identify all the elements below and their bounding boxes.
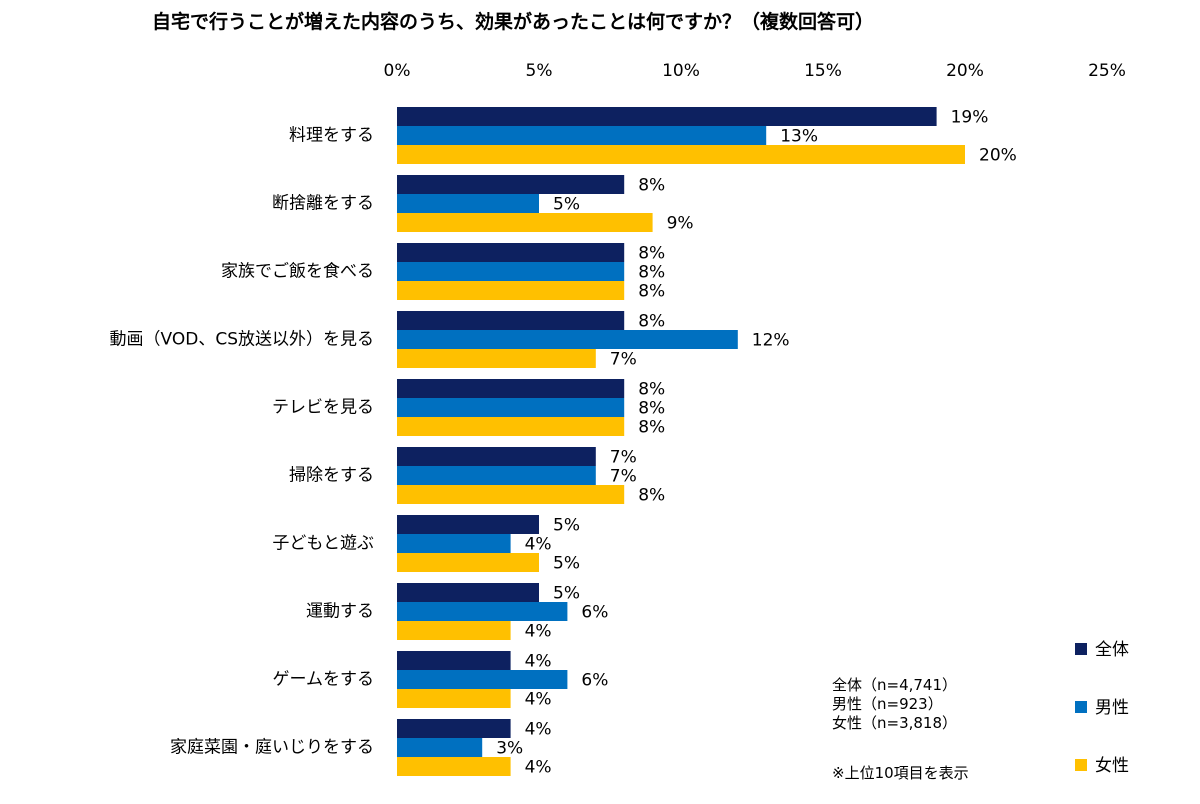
data-label: 20% bbox=[979, 146, 1017, 166]
bar bbox=[397, 651, 511, 670]
bar bbox=[397, 126, 767, 145]
data-label: 4% bbox=[525, 720, 552, 740]
data-label: 4% bbox=[525, 622, 552, 642]
bar bbox=[397, 553, 539, 572]
data-label: 5% bbox=[553, 554, 580, 574]
bar bbox=[397, 466, 596, 485]
bar bbox=[397, 311, 625, 330]
data-label: 7% bbox=[610, 350, 637, 370]
x-tick-label: 25% bbox=[1088, 61, 1126, 81]
sample-size-total: 全体（n=4,741） bbox=[832, 676, 958, 694]
legend-label: 女性 bbox=[1095, 756, 1129, 776]
bar bbox=[397, 398, 625, 417]
bar bbox=[397, 349, 596, 368]
x-tick-label: 15% bbox=[804, 61, 842, 81]
bar bbox=[397, 515, 539, 534]
data-label: 19% bbox=[951, 108, 989, 128]
x-tick-label: 20% bbox=[946, 61, 984, 81]
category-label: 家庭菜園・庭いじりをする bbox=[170, 738, 374, 758]
bar bbox=[397, 194, 539, 213]
bar bbox=[397, 719, 511, 738]
data-label: 5% bbox=[553, 584, 580, 604]
legend-swatch bbox=[1075, 643, 1087, 655]
bar bbox=[397, 213, 653, 232]
sample-size-female: 女性（n=3,818） bbox=[832, 714, 958, 732]
bar bbox=[397, 689, 511, 708]
data-label: 4% bbox=[525, 690, 552, 710]
data-label: 8% bbox=[638, 380, 665, 400]
legend-swatch bbox=[1075, 759, 1087, 771]
category-label: 子どもと遊ぶ bbox=[272, 534, 374, 554]
sample-size-male: 男性（n=923） bbox=[832, 695, 943, 713]
bar bbox=[397, 281, 625, 300]
bar bbox=[397, 485, 625, 504]
bar bbox=[397, 262, 625, 281]
bar bbox=[397, 243, 625, 262]
category-label: 家族でご飯を食べる bbox=[221, 262, 374, 282]
data-label: 4% bbox=[525, 758, 552, 778]
category-label: 掃除をする bbox=[289, 466, 374, 486]
data-label: 6% bbox=[581, 603, 608, 623]
data-label: 3% bbox=[496, 739, 523, 759]
data-label: 12% bbox=[752, 331, 790, 351]
data-label: 8% bbox=[638, 244, 665, 264]
footnote: ※上位10項目を表示 bbox=[832, 764, 969, 782]
data-label: 8% bbox=[638, 312, 665, 332]
bar bbox=[397, 175, 625, 194]
category-label: 料理をする bbox=[289, 126, 374, 146]
bar bbox=[397, 107, 937, 126]
data-label: 4% bbox=[525, 535, 552, 555]
bar bbox=[397, 757, 511, 776]
category-label: ゲームをする bbox=[273, 670, 375, 690]
category-label: テレビを見る bbox=[272, 398, 374, 418]
bar bbox=[397, 602, 568, 621]
data-labels: 19%8%8%8%8%7%5%5%4%4%13%5%8%12%8%7%4%6%6… bbox=[496, 108, 1017, 778]
bar bbox=[397, 447, 596, 466]
bars bbox=[397, 107, 965, 776]
data-label: 8% bbox=[638, 486, 665, 506]
data-label: 8% bbox=[638, 176, 665, 196]
data-label: 8% bbox=[638, 418, 665, 438]
data-label: 7% bbox=[610, 467, 637, 487]
data-label: 5% bbox=[553, 195, 580, 215]
x-axis-ticks: 0% 5% 10% 15% 20% 25% bbox=[384, 61, 1126, 81]
data-label: 8% bbox=[638, 399, 665, 419]
category-label: 断捨離をする bbox=[272, 194, 374, 214]
bar bbox=[397, 621, 511, 640]
data-label: 13% bbox=[780, 127, 818, 147]
x-tick-label: 5% bbox=[526, 61, 553, 81]
category-labels: 料理をする断捨離をする家族でご飯を食べる動画（VOD、CS放送以外）を見るテレビ… bbox=[110, 126, 374, 758]
x-tick-label: 0% bbox=[384, 61, 411, 81]
data-label: 5% bbox=[553, 516, 580, 536]
bar bbox=[397, 379, 625, 398]
bar bbox=[397, 738, 483, 757]
data-label: 7% bbox=[610, 448, 637, 468]
bar bbox=[397, 583, 539, 602]
data-label: 9% bbox=[667, 214, 694, 234]
data-label: 8% bbox=[638, 282, 665, 302]
bar bbox=[397, 145, 965, 164]
bar bbox=[397, 534, 511, 553]
bar bbox=[397, 330, 738, 349]
legend-swatch bbox=[1075, 701, 1087, 713]
data-label: 4% bbox=[525, 652, 552, 672]
x-tick-label: 10% bbox=[662, 61, 700, 81]
data-label: 6% bbox=[581, 671, 608, 691]
sample-size-notes: 全体（n=4,741） 男性（n=923） 女性（n=3,818） bbox=[832, 676, 957, 733]
legend-label: 全体 bbox=[1095, 640, 1129, 660]
category-label: 運動する bbox=[306, 602, 374, 622]
chart-title: 自宅で行うことが増えた内容のうち、効果があったことは何ですか？（複数回答可） bbox=[152, 10, 874, 33]
bar bbox=[397, 417, 625, 436]
legend-label: 男性 bbox=[1095, 698, 1129, 718]
data-label: 8% bbox=[638, 263, 665, 283]
bar bbox=[397, 670, 568, 689]
category-label: 動画（VOD、CS放送以外）を見る bbox=[110, 330, 374, 350]
